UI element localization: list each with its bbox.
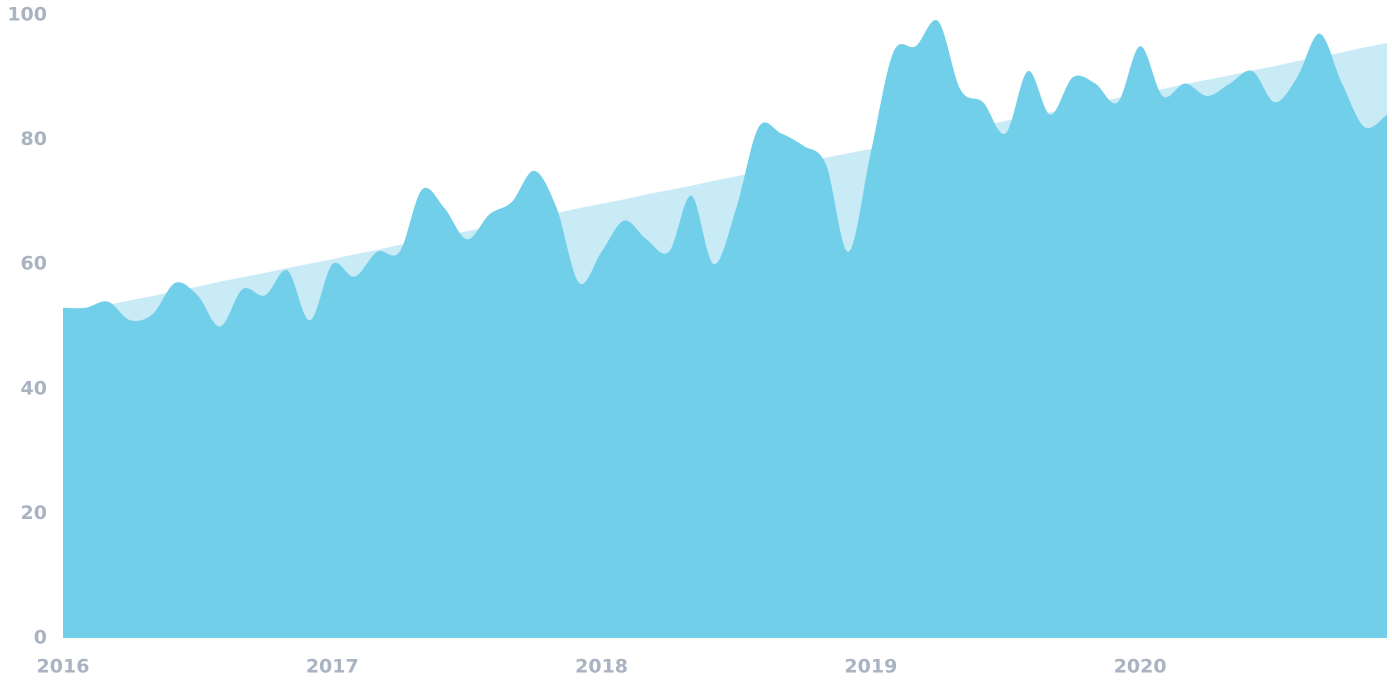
y-tick-label: 80: [21, 128, 47, 150]
area: [63, 19, 1387, 639]
x-tick-label: 2020: [1114, 656, 1167, 678]
x-tick-label: 2019: [844, 656, 897, 678]
x-tick-label: 2017: [306, 656, 359, 678]
y-tick-label: 0: [34, 627, 47, 649]
y-tick-label: 40: [21, 377, 47, 399]
y-tick-label: 60: [21, 253, 47, 275]
y-tick-label: 20: [21, 502, 47, 524]
x-tick-label: 2016: [37, 656, 90, 678]
x-tick-label: 2018: [575, 656, 628, 678]
y-tick-label: 100: [7, 4, 47, 26]
